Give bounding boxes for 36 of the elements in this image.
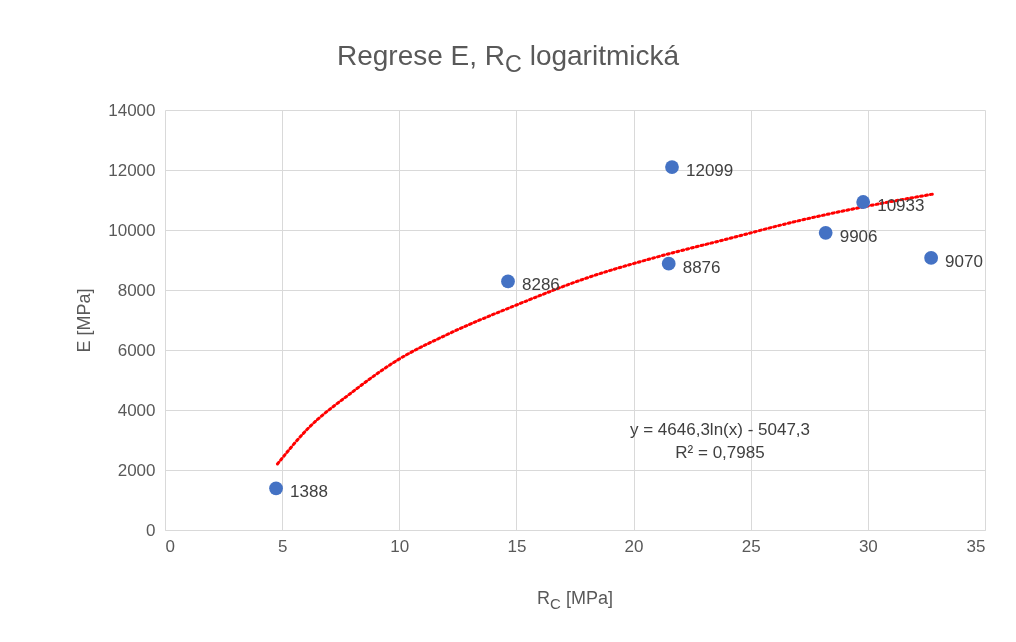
point xyxy=(501,274,515,289)
annotation: y = 4646,3ln(x) - 5047,3 xyxy=(629,420,811,440)
y-tick-label: 14000 xyxy=(108,100,156,120)
annotation: R² = 0,7985 xyxy=(674,443,766,463)
data-label: 9070 xyxy=(945,251,983,271)
y-tick-label: 4000 xyxy=(117,400,156,420)
data-label: 8286 xyxy=(521,275,560,295)
y-tick-label: 6000 xyxy=(117,340,156,360)
data-label: 12099 xyxy=(685,161,734,181)
y-axis-title: E [MPa] xyxy=(74,288,95,353)
x-tick-label: 20 xyxy=(624,536,644,556)
y-tick-label: 2000 xyxy=(117,460,156,480)
x-tick-label: 0 xyxy=(165,536,175,556)
point xyxy=(924,251,939,265)
x-tick-label: 10 xyxy=(390,536,410,556)
point xyxy=(856,195,871,209)
y-tick-label: 12000 xyxy=(108,160,156,180)
x-tick-label: 30 xyxy=(858,536,878,556)
y-tick-label: 0 xyxy=(146,520,156,540)
data-label: 8876 xyxy=(682,257,721,277)
line-series xyxy=(275,192,935,466)
x-tick-label: 5 xyxy=(277,536,288,556)
x-tick-label: 35 xyxy=(966,536,986,556)
data-label: 10933 xyxy=(877,196,925,216)
point xyxy=(661,256,676,271)
point xyxy=(665,160,679,174)
point xyxy=(818,225,833,240)
x-tick-label: 25 xyxy=(741,536,761,556)
y-tick-label: 8000 xyxy=(117,280,156,300)
data-label: 9906 xyxy=(839,226,878,246)
x-axis-title: R$_{C}$ [MPa] xyxy=(536,588,614,612)
x-tick-label: 15 xyxy=(507,536,527,556)
y-tick-label: 10000 xyxy=(108,220,156,240)
chart-title: Regrese E, R$_{C}$ logaritmická xyxy=(335,40,681,78)
point xyxy=(269,481,283,496)
data-label: 1388 xyxy=(290,482,328,502)
